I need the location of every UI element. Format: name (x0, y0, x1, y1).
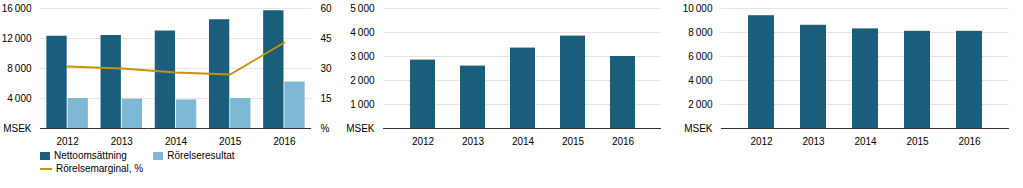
svg-text:4 000: 4 000 (350, 27, 375, 38)
svg-text:2014: 2014 (165, 136, 188, 147)
html-text:Nettoomsättning: Nettoomsättning (54, 150, 127, 161)
svg-text:2013: 2013 (111, 136, 134, 147)
svg-text:2012: 2012 (750, 136, 773, 147)
svg-text:2014: 2014 (512, 136, 535, 147)
svg-text:6 000: 6 000 (688, 51, 713, 62)
svg-text:45: 45 (321, 33, 333, 44)
svg-text:30: 30 (321, 63, 333, 74)
svg-text:4 000: 4 000 (688, 75, 713, 86)
svg-text:12 000: 12 000 (2, 33, 32, 44)
svg-text:8 000: 8 000 (688, 27, 713, 38)
svg-text:3 000: 3 000 (350, 51, 375, 62)
svg-text:5 000: 5 000 (350, 3, 375, 14)
svg-text:2012: 2012 (412, 136, 435, 147)
svg-text:15: 15 (321, 93, 333, 104)
svg-text:16 000: 16 000 (2, 3, 32, 14)
svg-text:1 000: 1 000 (350, 99, 375, 110)
svg-text:2013: 2013 (462, 136, 485, 147)
svg-text:2014: 2014 (854, 136, 877, 147)
svg-text:10 000: 10 000 (683, 3, 713, 14)
html-text:Rörelseresultat: Rörelseresultat (167, 150, 235, 161)
svg-text:2016: 2016 (273, 136, 296, 147)
svg-text:MSEK: MSEK (3, 123, 32, 134)
svg-text:MSEK: MSEK (684, 123, 713, 134)
svg-text:2015: 2015 (562, 136, 585, 147)
svg-text:8 000: 8 000 (7, 63, 32, 74)
svg-text:2 000: 2 000 (350, 75, 375, 86)
svg-text:2016: 2016 (958, 136, 981, 147)
svg-text:2015: 2015 (906, 136, 929, 147)
html-text:Rörelsemarginal, %: Rörelsemarginal, % (56, 163, 144, 174)
svg-text:%: % (321, 123, 330, 134)
svg-text:2012: 2012 (56, 136, 79, 147)
svg-text:2013: 2013 (802, 136, 825, 147)
svg-text:2 000: 2 000 (688, 99, 713, 110)
svg-text:2016: 2016 (612, 136, 635, 147)
svg-text:2015: 2015 (219, 136, 242, 147)
svg-text:60: 60 (321, 3, 333, 14)
svg-text:4 000: 4 000 (7, 93, 32, 104)
svg-text:MSEK: MSEK (346, 123, 375, 134)
